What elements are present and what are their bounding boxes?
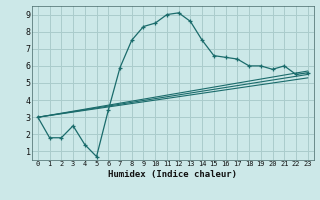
X-axis label: Humidex (Indice chaleur): Humidex (Indice chaleur) [108,170,237,179]
